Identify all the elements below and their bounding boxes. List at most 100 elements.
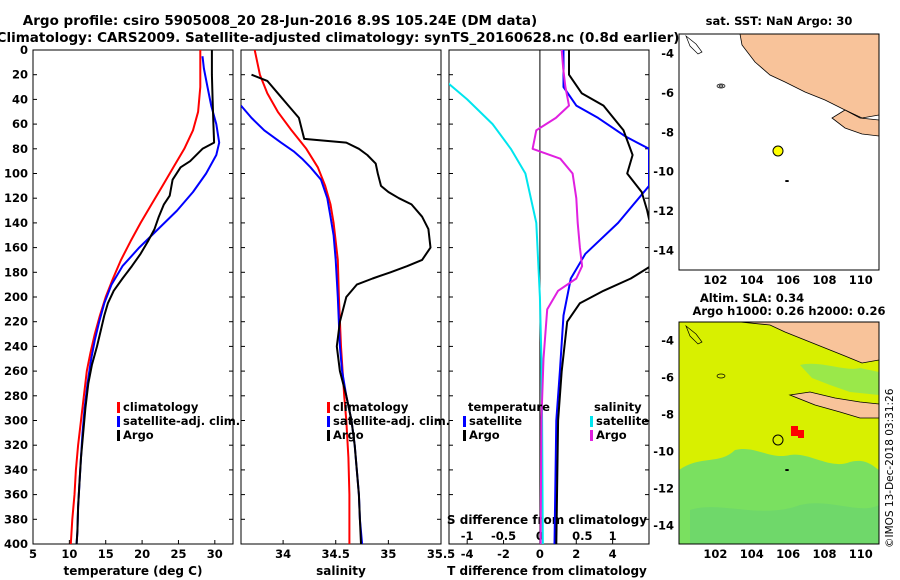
y-tick-label: 120 [4,191,28,205]
x-tick-label: 34 [275,547,291,561]
series-line-climatology [253,50,351,544]
legend-label-s-satellite: satellite [596,414,649,428]
map-y-tick-label: -6 [661,371,674,385]
legend-label-t-argo: Argo [469,428,500,442]
y-tick-label: 40 [12,92,28,106]
sla-map-subtitle: Argo h1000: 0.26 h2000: 0.26 [692,304,885,318]
temperature-legend: climatology satellite-adj. clim. Argo [117,400,240,442]
island [718,84,724,88]
island [716,373,726,379]
map-x-tick-label: 106 [776,273,800,287]
y-tick-label: 280 [4,389,28,403]
legend-label-argo: Argo [333,428,364,442]
x-tick-label: 25 [170,547,186,561]
difference-xlabel: T difference from climatology [447,564,647,578]
s-tick-label: 1 [609,529,617,543]
x-tick-label: 10 [61,547,77,561]
map-x-tick-label: 104 [740,547,764,561]
s-tick-label: -0.5 [491,529,516,543]
x-tick-label: -2 [497,547,510,561]
series-line-t-satellite [553,50,649,544]
x-tick-label: 4 [609,547,617,561]
difference-xlabel-top: S difference from climatology [447,513,647,527]
map-y-tick-label: -4 [661,47,674,61]
map-x-tick-label: 108 [812,273,836,287]
y-tick-label: 320 [4,438,28,452]
map-x-tick-label: 110 [849,273,873,287]
sla-high-patch [791,426,798,436]
map-y-tick-label: -10 [653,165,674,179]
s-tick-label: 0.5 [572,529,592,543]
salinity-xlabel: salinity [316,564,366,578]
sst-map-frame [678,33,880,271]
legend-label-s-argo: Argo [596,428,627,442]
map-x-tick-label: 102 [703,273,727,287]
sst-map [679,34,879,270]
legend-label-satellite: satellite-adj. clim. [123,414,240,428]
y-tick-label: 340 [4,463,28,477]
y-tick-label: 20 [12,68,28,82]
x-tick-label: 0 [536,547,544,561]
series-group [69,50,221,544]
series-line-s-satellite [449,82,544,544]
island [785,469,789,471]
y-tick-label: 60 [12,117,28,131]
sumatra-land [739,322,879,364]
x-tick-label: 5 [29,547,37,561]
java-land [788,391,879,419]
map-y-tick-label: -6 [661,86,674,100]
series-line-satellite-adj-clim- [75,56,221,544]
profile-lines [69,50,649,544]
x-tick-label: 35.5 [427,547,455,561]
sla-high-patch [798,430,804,438]
series-line-argo [251,73,432,544]
map-y-tick-label: -8 [661,125,674,139]
sumatra-land [739,34,879,119]
x-tick-label: 20 [134,547,150,561]
legend-swatch-s-argo [590,430,593,441]
legend-swatch-satellite [117,416,120,427]
y-tick-label: 100 [4,167,28,181]
legend-swatch-s-satellite [590,416,593,427]
map-x-tick-label: 106 [776,547,800,561]
temperature-axes [32,49,234,545]
legend-label-t-satellite: satellite [469,414,522,428]
island [785,180,789,182]
imos-credit: ©IMOS 13-Dec-2018 03:31:26 [884,388,896,548]
series-group [449,50,649,544]
salinity-legend: climatology satellite-adj. clim. Argo [327,400,450,442]
legend-swatch-climatology [117,402,120,413]
legend-label-climatology: climatology [333,400,409,414]
argo-position-marker [772,145,784,157]
figure-subtitle: Climatology: CARS2009. Satellite-adjuste… [0,30,679,46]
map-x-tick-label: 102 [703,547,727,561]
map-y-tick-label: -14 [653,243,674,257]
map-y-tick-label: -12 [653,482,674,496]
series-group [241,50,432,544]
x-tick-label: -4 [461,547,474,561]
legend-label-satellite: satellite-adj. clim. [333,414,450,428]
island [685,34,703,55]
sla-map-frame [678,321,880,545]
s-tick-label: -1 [461,529,474,543]
x-tick-label: 34.5 [322,547,350,561]
y-tick-label: 400 [4,537,28,551]
map-x-tick-label: 110 [849,547,873,561]
map-y-tick-label: -12 [653,204,674,218]
salinity-axes [240,49,442,545]
series-line-t-argo [555,50,649,544]
y-tick-label: 240 [4,339,28,353]
island [685,324,703,345]
sla-map [679,322,879,544]
map-y-tick-label: -10 [653,445,674,459]
legend-label-argo: Argo [123,428,154,442]
series-line-climatology [69,50,202,544]
sla-low-region [690,503,879,544]
sla-map-title: Altim. SLA: 0.34 [700,291,804,305]
y-tick-label: 260 [4,364,28,378]
sla-low-region [800,363,879,395]
y-tick-label: 380 [4,512,28,526]
y-tick-label: 80 [12,142,28,156]
argo-position-marker [772,434,784,446]
